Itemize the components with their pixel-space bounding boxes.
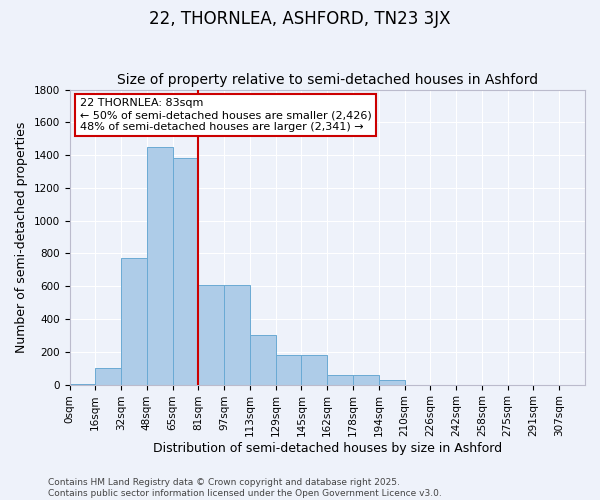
Bar [121, 258, 147, 384]
Title: Size of property relative to semi-detached houses in Ashford: Size of property relative to semi-detach… [117, 73, 538, 87]
Bar [301, 355, 327, 384]
Bar [224, 284, 250, 384]
Bar [276, 355, 301, 384]
Text: 22, THORNLEA, ASHFORD, TN23 3JX: 22, THORNLEA, ASHFORD, TN23 3JX [149, 10, 451, 28]
Bar [147, 147, 173, 384]
Bar [95, 368, 121, 384]
Y-axis label: Number of semi-detached properties: Number of semi-detached properties [15, 122, 28, 353]
Bar [250, 336, 276, 384]
Bar [327, 375, 353, 384]
Bar [353, 375, 379, 384]
Bar [199, 284, 224, 384]
X-axis label: Distribution of semi-detached houses by size in Ashford: Distribution of semi-detached houses by … [153, 442, 502, 455]
Text: 22 THORNLEA: 83sqm
← 50% of semi-detached houses are smaller (2,426)
48% of semi: 22 THORNLEA: 83sqm ← 50% of semi-detache… [80, 98, 371, 132]
Bar [379, 380, 404, 384]
Text: Contains HM Land Registry data © Crown copyright and database right 2025.
Contai: Contains HM Land Registry data © Crown c… [48, 478, 442, 498]
Bar [173, 158, 199, 384]
